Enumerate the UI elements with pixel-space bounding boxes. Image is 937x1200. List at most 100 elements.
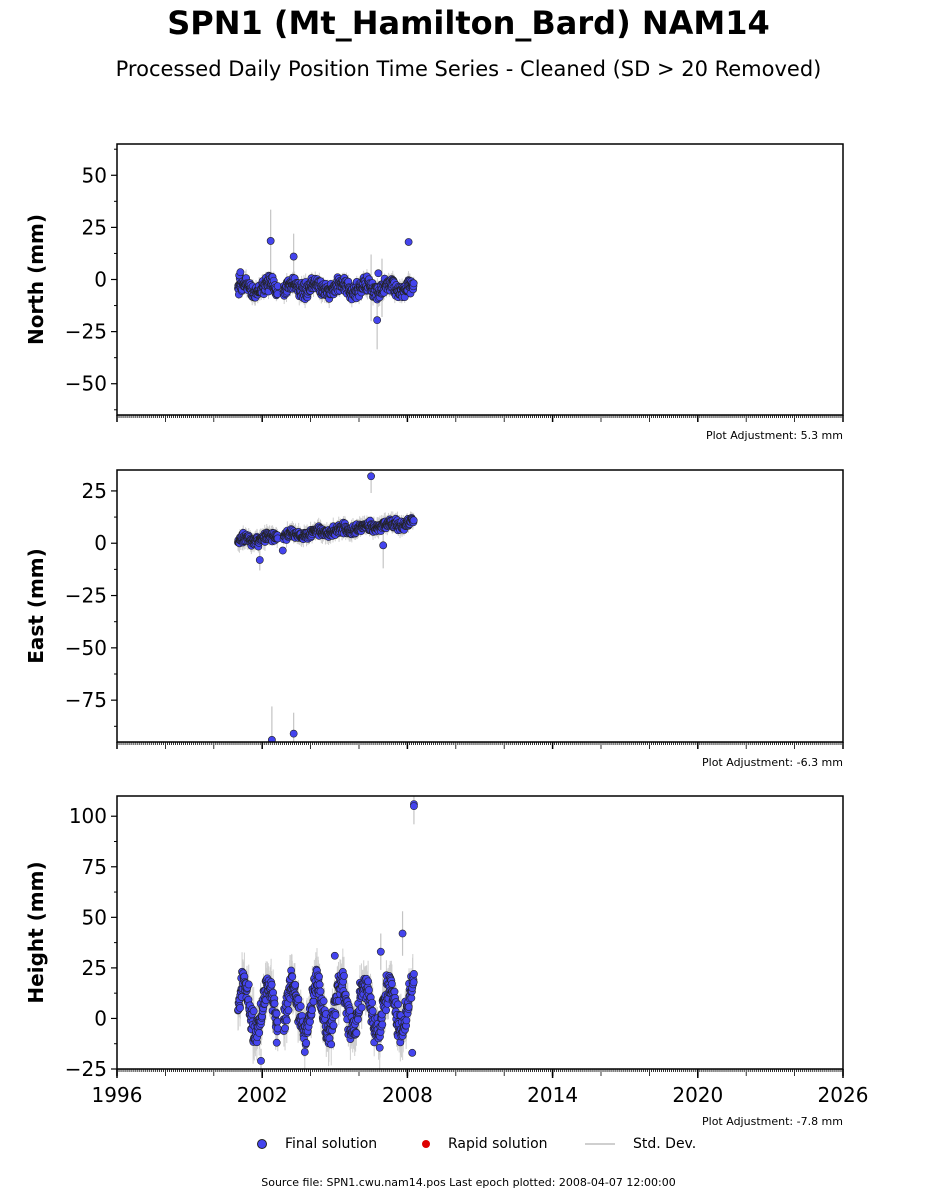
legend-final-marker: [257, 1139, 267, 1149]
final-point: [394, 1000, 402, 1009]
y-tick-label: 0: [94, 531, 107, 555]
legend: Final solution Rapid solution Std. Dev.: [0, 1136, 937, 1158]
final-point: [409, 516, 418, 525]
y-tick-label: 50: [82, 905, 107, 929]
final-point: [294, 995, 303, 1004]
final-point: [270, 999, 279, 1008]
final-point: [365, 986, 373, 994]
legend-final: Final solution: [257, 1136, 377, 1152]
y-axis-label: Height (mm): [24, 861, 48, 1003]
y-tick-label: −25: [65, 320, 107, 344]
y-tick-label: −75: [65, 688, 107, 712]
final-point: [267, 980, 276, 989]
final-point: [316, 987, 325, 996]
final-point-outlier: [278, 546, 287, 555]
final-point: [404, 1003, 413, 1011]
final-point: [236, 1003, 244, 1012]
legend-rapid-marker: [422, 1140, 430, 1148]
legend-final-label: Final solution: [285, 1136, 378, 1152]
panel-2: −25 0 25 50 75 100 1996 2002 2008 2014 2020 2026 Hei…: [24, 795, 869, 1128]
final-point-outlier: [398, 929, 407, 938]
final-point-outlier: [410, 802, 418, 811]
final-point: [302, 1039, 311, 1047]
final-point: [296, 1002, 305, 1011]
plot-frame: [116, 469, 844, 743]
final-point: [368, 998, 377, 1007]
final-point: [300, 1048, 309, 1056]
final-point: [309, 997, 318, 1006]
y-tick-label: 0: [94, 1006, 107, 1030]
final-point: [331, 1011, 340, 1019]
final-point: [368, 1007, 377, 1015]
final-point-outlier: [374, 269, 383, 278]
legend-rapid: Rapid solution: [422, 1136, 548, 1152]
final-point-outlier: [330, 951, 339, 960]
final-point-outlier: [408, 1048, 417, 1057]
panel-1: −75 −50 −25 0 25 East (mm) Plot Adjustment: -6…: [24, 469, 844, 769]
final-point: [409, 279, 418, 288]
final-point-outlier: [376, 947, 385, 956]
final-point: [315, 980, 324, 989]
y-tick-label: −25: [65, 584, 107, 608]
panel-0: −50 −25 0 25 50 North (mm) Plot Adjustment: 5.…: [24, 143, 844, 442]
final-point: [388, 979, 396, 988]
y-axis-label: North (mm): [24, 214, 48, 345]
y-tick-label: 75: [82, 855, 107, 879]
final-point-outlier: [373, 316, 382, 325]
final-point: [272, 1009, 281, 1018]
x-tick-label: 1996: [92, 1083, 143, 1107]
x-tick-label: 2026: [818, 1083, 869, 1107]
plot-frame: [116, 795, 844, 1070]
final-point: [327, 1040, 336, 1049]
final-point-outlier: [410, 970, 418, 978]
x-tick-label: 2002: [237, 1083, 288, 1107]
final-point: [319, 997, 328, 1006]
final-point: [352, 1029, 361, 1037]
final-point-outlier: [289, 729, 298, 738]
final-point: [284, 1006, 293, 1015]
y-tick-label: 25: [82, 479, 107, 503]
final-point: [315, 972, 323, 981]
final-point: [407, 994, 416, 1002]
legend-std-label: Std. Dev.: [633, 1136, 697, 1152]
final-point: [281, 1024, 289, 1033]
chart-subtitle: Processed Daily Position Time Series - C…: [115, 57, 822, 81]
y-tick-label: 100: [69, 804, 107, 828]
final-point: [375, 1043, 384, 1052]
final-point-outlier: [267, 736, 276, 742]
final-point: [329, 1021, 338, 1030]
y-tick-label: 25: [82, 215, 107, 239]
final-point-outlier: [236, 268, 245, 277]
final-point: [255, 1028, 264, 1037]
y-axis-label: East (mm): [24, 548, 48, 664]
final-point: [378, 1020, 387, 1029]
final-point: [282, 1016, 291, 1025]
final-point: [308, 1006, 316, 1014]
final-point-outlier: [289, 252, 298, 261]
final-point-outlier: [272, 1038, 281, 1047]
y-tick-label: −25: [65, 1057, 107, 1081]
final-point: [291, 980, 300, 989]
plot-adjustment: Plot Adjustment: -6.3 mm: [702, 756, 843, 769]
x-tick-label: 2014: [527, 1083, 578, 1107]
plot-area: [234, 796, 418, 1069]
final-point-outlier: [379, 541, 388, 550]
final-point: [345, 1006, 354, 1015]
final-point-outlier: [367, 472, 375, 481]
final-point: [364, 977, 372, 986]
legend-rapid-label: Rapid solution: [448, 1136, 548, 1152]
plot-area: [234, 209, 418, 350]
y-tick-label: 25: [82, 956, 107, 980]
source-footer: Source file: SPN1.cwu.nam14.pos Last epo…: [261, 1176, 676, 1189]
final-point: [409, 978, 418, 987]
legend-std: Std. Dev.: [585, 1136, 696, 1152]
x-tick-label: 2008: [382, 1083, 433, 1107]
y-tick-label: −50: [65, 372, 107, 396]
final-point: [340, 971, 348, 980]
legend-std-line: [585, 1143, 615, 1145]
chart-title: SPN1 (Mt_Hamilton_Bard) NAM14: [167, 4, 770, 42]
final-point: [382, 1006, 391, 1015]
final-point-outlier: [257, 1057, 265, 1065]
plot-area: [234, 470, 418, 742]
